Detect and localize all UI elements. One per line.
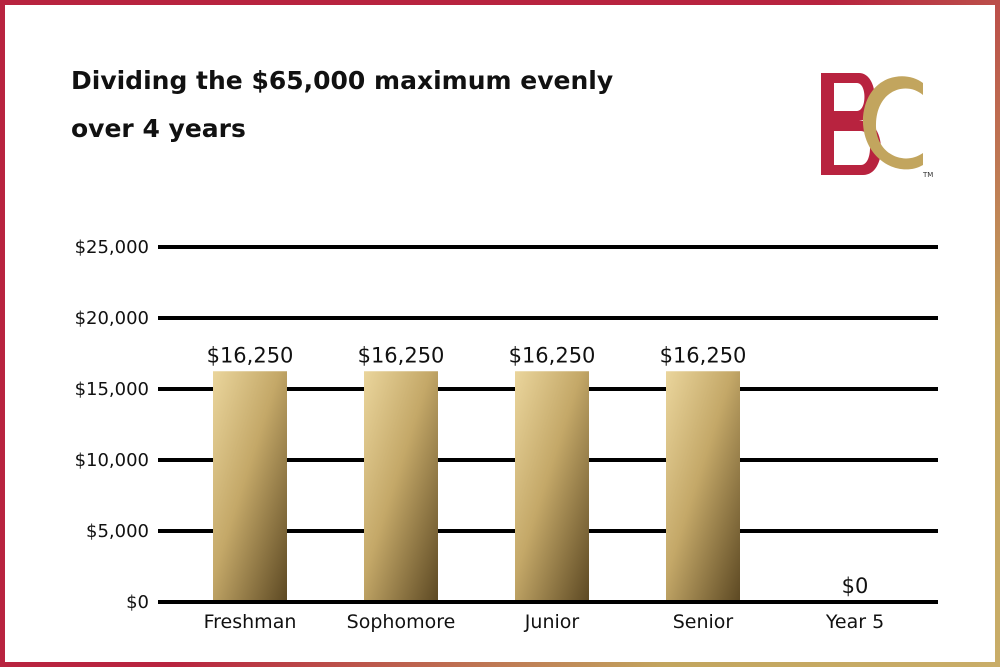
y-tick-label: $10,000: [75, 450, 149, 471]
logo-c-arc: [862, 76, 923, 170]
category-label: Year 5: [825, 611, 884, 633]
y-tick-label: $5,000: [86, 521, 149, 542]
data-labels: $16,250 $16,250 $16,250 $16,250 $0: [207, 343, 869, 598]
data-label: $16,250: [358, 343, 445, 367]
bar-chart: $0 $5,000 $10,000 $15,000 $20,000 $25,000 $16…: [75, 237, 938, 633]
category-label: Sophomore: [347, 611, 456, 633]
category-label: Junior: [524, 611, 580, 633]
logo-trademark: TM: [922, 171, 933, 179]
data-label: $0: [842, 574, 869, 598]
bar-freshman: [213, 371, 287, 600]
data-label: $16,250: [660, 343, 747, 367]
category-label: Freshman: [204, 611, 297, 633]
y-tick-label: $20,000: [75, 308, 149, 329]
bar-sophomore: [364, 371, 438, 600]
bar-senior: [666, 371, 740, 600]
data-label: $16,250: [509, 343, 596, 367]
bars: [213, 371, 740, 600]
y-tick-label: $15,000: [75, 379, 149, 400]
bc-logo: TM: [821, 73, 933, 179]
category-label: Senior: [673, 611, 734, 633]
y-tick-label: $0: [126, 592, 149, 613]
chart-title: Dividing the $65,000 maximum evenly over…: [71, 66, 614, 143]
x-axis-category-labels: Freshman Sophomore Junior Senior Year 5: [204, 611, 885, 633]
data-label: $16,250: [207, 343, 294, 367]
logo-b-stem: [821, 73, 834, 175]
y-tick-label: $25,000: [75, 237, 149, 258]
bar-junior: [515, 371, 589, 600]
y-axis-tick-labels: $0 $5,000 $10,000 $15,000 $20,000 $25,000: [75, 237, 149, 613]
